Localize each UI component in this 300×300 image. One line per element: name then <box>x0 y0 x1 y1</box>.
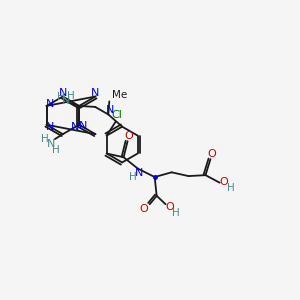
Text: O: O <box>140 204 148 214</box>
Text: H: H <box>41 134 49 144</box>
Text: Me: Me <box>112 91 128 100</box>
Text: H: H <box>57 92 65 101</box>
Text: Cl: Cl <box>111 110 122 120</box>
Text: N: N <box>58 88 67 98</box>
Text: N: N <box>47 139 55 149</box>
Text: N: N <box>79 121 87 131</box>
Text: H: H <box>52 145 60 155</box>
Text: H: H <box>129 172 137 182</box>
Text: O: O <box>207 149 216 159</box>
Text: N: N <box>134 168 143 178</box>
Text: O: O <box>220 177 229 187</box>
Text: N: N <box>91 88 100 98</box>
Text: O: O <box>166 202 174 212</box>
Text: H: H <box>172 208 179 218</box>
Text: O: O <box>124 131 133 141</box>
Text: N: N <box>46 122 55 132</box>
Text: N: N <box>106 106 114 116</box>
Text: N: N <box>46 99 55 109</box>
Text: H: H <box>67 91 75 100</box>
Text: N: N <box>71 122 79 132</box>
Text: N: N <box>62 96 70 106</box>
Text: H: H <box>226 183 234 193</box>
